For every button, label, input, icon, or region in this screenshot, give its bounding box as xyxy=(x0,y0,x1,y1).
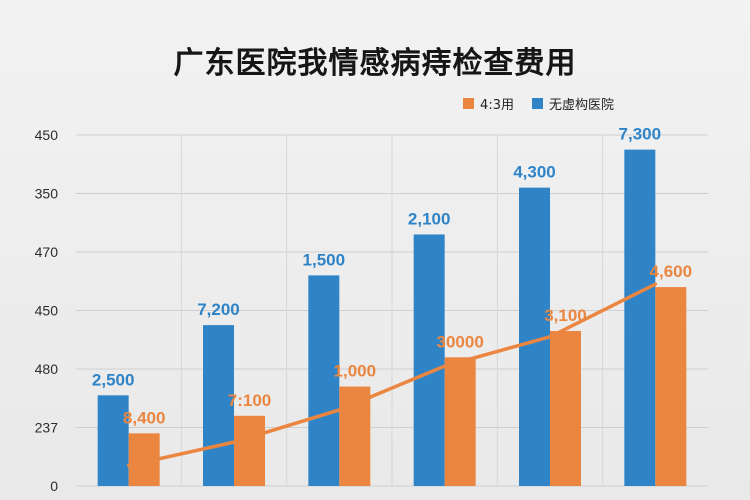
bar-blue xyxy=(308,275,340,486)
y-tick-label: 237 xyxy=(35,420,59,436)
bar-orange xyxy=(655,287,687,486)
bar-orange xyxy=(550,330,581,486)
chart-title: 广东医院我情感病痔检查费用 xyxy=(173,46,577,81)
y-tick-label: 450 xyxy=(35,127,59,143)
bar-blue xyxy=(413,234,445,486)
data-label: 3,100 xyxy=(544,306,587,325)
bar-blue xyxy=(97,395,129,486)
data-label: 2,100 xyxy=(408,209,451,228)
y-tick-label: 470 xyxy=(35,244,59,260)
bar-blue xyxy=(203,325,234,486)
legend-label-orange: 4:3用 xyxy=(480,98,514,113)
bar-orange xyxy=(339,386,371,486)
y-tick-label: 350 xyxy=(35,186,59,202)
legend-item-orange: 4:3用 xyxy=(463,94,514,113)
bar-blue xyxy=(624,149,656,486)
y-tick-label: 0 xyxy=(50,478,58,494)
data-label: 8,400 xyxy=(123,408,166,427)
chart-legend: 4:3用 无虚构医院 xyxy=(463,94,614,113)
y-tick-label: 480 xyxy=(35,361,59,377)
legend-label-blue: 无虚构医院 xyxy=(548,98,614,113)
trend-line xyxy=(126,282,658,468)
data-label: 7,200 xyxy=(197,300,240,319)
data-label: 1,500 xyxy=(303,250,346,269)
data-label: 2,500 xyxy=(92,370,135,389)
legend-swatch-blue xyxy=(531,98,543,109)
data-label: 1,000 xyxy=(334,362,377,381)
bar-orange xyxy=(444,357,476,486)
legend-swatch-orange xyxy=(463,98,475,109)
data-label: 4,600 xyxy=(650,262,693,281)
data-label: 30000 xyxy=(437,332,484,351)
bar-orange xyxy=(234,415,265,486)
legend-item-blue: 无虚构医院 xyxy=(531,94,614,113)
data-label: 7:100 xyxy=(228,391,271,410)
data-label: 4,300 xyxy=(513,163,556,182)
data-label: 7,300 xyxy=(619,125,662,144)
y-tick-label: 450 xyxy=(35,303,59,319)
